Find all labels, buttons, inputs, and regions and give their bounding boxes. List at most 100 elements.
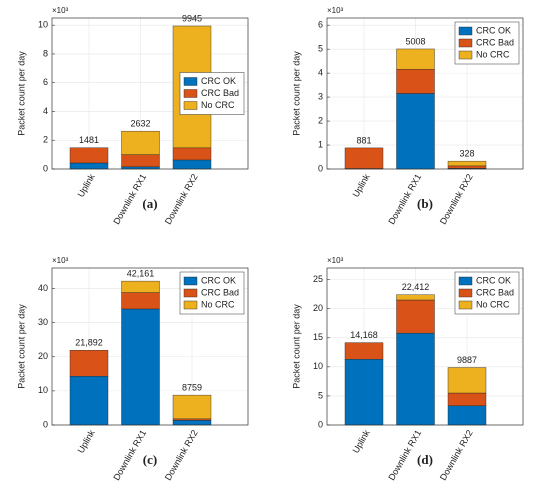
bar-segment (172, 147, 212, 161)
bar-segment (172, 394, 212, 420)
legend-swatch (183, 89, 198, 98)
bar-segment (69, 147, 109, 164)
y-tick-label: 2 (43, 135, 48, 145)
y-tick-label: 0 (318, 419, 323, 429)
y-exponent: ×10³ (327, 6, 344, 15)
bar-segment (121, 280, 160, 293)
x-tick-label: Uplink (76, 172, 97, 199)
x-tick-label: Downlink RX2 (163, 172, 200, 226)
y-tick-label: 40 (38, 283, 48, 293)
y-exponent: ×10³ (52, 256, 69, 265)
legend-label: CRC OK (476, 275, 511, 285)
legend-swatch (458, 26, 473, 36)
y-tick-label: 2 (318, 115, 323, 125)
total-label: 42,161 (127, 268, 155, 278)
bar-segment (396, 69, 435, 94)
caption: (a) (142, 196, 157, 211)
y-tick-label: 6 (318, 20, 323, 30)
y-tick-label: 8 (43, 48, 48, 58)
caption: (b) (417, 196, 433, 211)
axes-box (326, 267, 524, 426)
x-tick-label: Uplink (351, 428, 372, 455)
y-tick-label: 25 (313, 274, 323, 284)
legend-label: CRC OK (476, 25, 511, 35)
y-axis-label: Packet count per day (291, 304, 301, 389)
legend-swatch (183, 300, 198, 310)
total-label: 881 (356, 135, 371, 145)
bar-segment (172, 418, 212, 421)
y-tick-label: 10 (313, 361, 323, 371)
legend-label: CRC Bad (201, 88, 239, 98)
legend-swatch (183, 276, 198, 286)
total-label: 328 (459, 149, 474, 159)
bar-segment (121, 130, 160, 155)
bar-segment (396, 294, 435, 301)
total-label: 1481 (79, 135, 99, 145)
y-exponent: ×10³ (52, 6, 69, 15)
y-tick-label: 30 (38, 317, 48, 327)
legend-swatch (458, 50, 473, 60)
legend-swatch (458, 276, 473, 286)
y-axis-label: Packet count per day (16, 304, 26, 389)
y-tick-label: 3 (318, 91, 323, 101)
axes-box (51, 17, 249, 170)
bar-segment (172, 420, 212, 426)
y-tick-label: 6 (43, 77, 48, 87)
bar-segment (121, 154, 160, 168)
y-tick-label: 0 (318, 163, 323, 173)
total-label: 2632 (130, 119, 150, 129)
total-label: 8759 (182, 382, 202, 392)
total-label: 21,892 (75, 338, 103, 348)
y-tick-label: 20 (313, 303, 323, 313)
legend-swatch (183, 288, 198, 298)
y-tick-label: 0 (43, 163, 48, 173)
y-tick-label: 5 (318, 390, 323, 400)
x-tick-label: Downlink RX2 (438, 172, 475, 226)
bar-segment (344, 147, 384, 169)
caption: (d) (417, 452, 433, 467)
total-label: 9945 (182, 13, 202, 23)
bar-segment (447, 160, 487, 167)
bar-segment (396, 48, 435, 70)
legend-label: CRC OK (201, 76, 236, 86)
bar-segment (121, 308, 160, 426)
y-axis-label: Packet count per day (291, 51, 301, 136)
bar-segment (447, 405, 487, 426)
legend-swatch (458, 38, 473, 48)
x-tick-label: Downlink RX2 (163, 428, 200, 482)
y-tick-label: 4 (43, 106, 48, 116)
caption: (c) (143, 452, 157, 467)
legend-swatch (183, 77, 198, 86)
x-tick-label: Downlink RX2 (438, 428, 475, 482)
legend-label: CRC Bad (201, 287, 239, 297)
bar-segment (344, 359, 384, 426)
bar-segment (69, 350, 109, 377)
y-tick-label: 15 (313, 332, 323, 342)
bar-segment (447, 165, 487, 169)
bar-segment (69, 162, 109, 170)
bar-segment (172, 159, 212, 170)
total-label: 22,412 (402, 282, 430, 292)
y-tick-label: 1 (318, 139, 323, 149)
bar-segment (69, 375, 109, 426)
y-exponent: ×10³ (327, 256, 344, 265)
y-tick-label: 10 (38, 385, 48, 395)
legend-label: No CRC (476, 49, 510, 59)
y-axis-label: Packet count per day (16, 51, 26, 136)
legend-label: CRC Bad (476, 37, 514, 47)
total-label: 5008 (405, 36, 425, 46)
legend-label: No CRC (201, 100, 235, 110)
axes-box (326, 17, 524, 170)
total-label: 9887 (457, 355, 477, 365)
y-tick-label: 0 (43, 419, 48, 429)
bar-segment (447, 392, 487, 407)
y-tick-label: 4 (318, 68, 323, 78)
bar-segment (396, 299, 435, 334)
bar-segment (396, 93, 435, 170)
bar-segment (396, 332, 435, 426)
axes-box (51, 267, 249, 426)
legend-swatch (183, 101, 198, 110)
x-tick-label: Uplink (76, 428, 97, 455)
legend-swatch (458, 300, 473, 310)
